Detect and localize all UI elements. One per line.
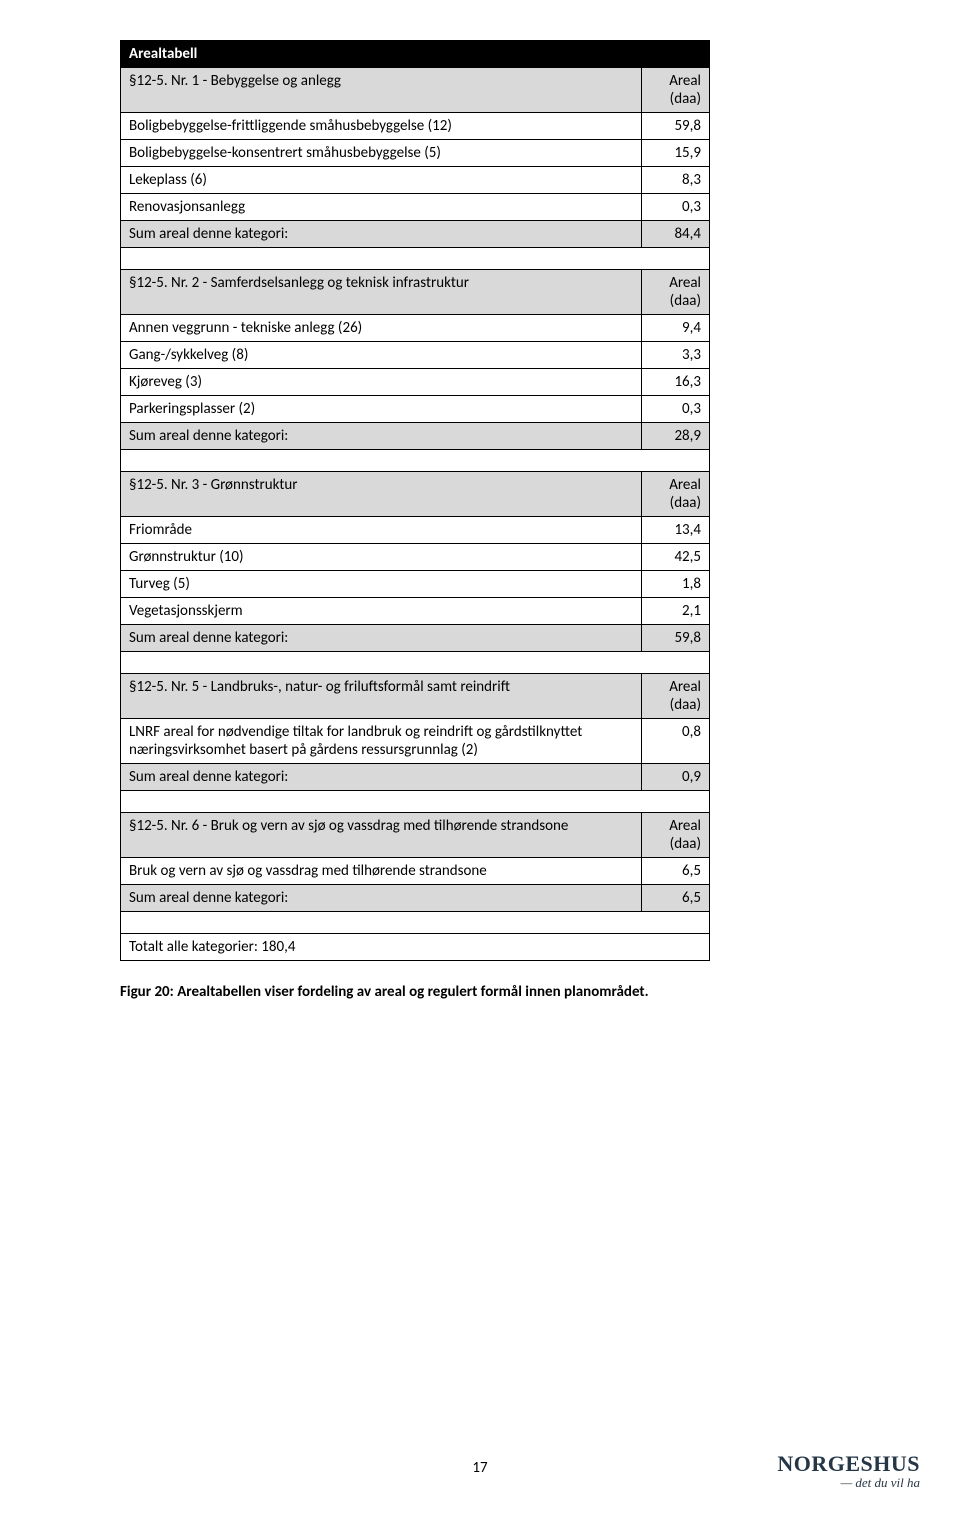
row-value: 0,3 bbox=[641, 194, 709, 221]
section-heading-row: §12-5. Nr. 3 - Grønnstruktur Areal (daa) bbox=[121, 472, 710, 517]
areal-table: Arealtabell §12-5. Nr. 1 - Bebyggelse og… bbox=[120, 40, 710, 961]
row-value: 13,4 bbox=[641, 517, 709, 544]
sum-label: Sum areal denne kategori: bbox=[121, 423, 642, 450]
sum-value: 84,4 bbox=[641, 221, 709, 248]
table-row: Boligbebyggelse-frittliggende småhusbeby… bbox=[121, 113, 710, 140]
total-cell: Totalt alle kategorier: 180,4 bbox=[121, 934, 710, 961]
section-heading-row: §12-5. Nr. 6 - Bruk og vern av sjø og va… bbox=[121, 813, 710, 858]
row-value: 9,4 bbox=[641, 315, 709, 342]
row-value: 42,5 bbox=[641, 544, 709, 571]
table-row: Vegetasjonsskjerm2,1 bbox=[121, 598, 710, 625]
row-label: Friområde bbox=[121, 517, 642, 544]
section-col: Areal (daa) bbox=[641, 68, 709, 113]
section-heading: §12-5. Nr. 1 - Bebyggelse og anlegg bbox=[121, 68, 642, 113]
row-value: 6,5 bbox=[641, 858, 709, 885]
section-heading: §12-5. Nr. 2 - Samferdselsanlegg og tekn… bbox=[121, 270, 642, 315]
section-col: Areal (daa) bbox=[641, 813, 709, 858]
table-row: Grønnstruktur (10)42,5 bbox=[121, 544, 710, 571]
row-label: Lekeplass (6) bbox=[121, 167, 642, 194]
table-row: Lekeplass (6)8,3 bbox=[121, 167, 710, 194]
sum-label: Sum areal denne kategori: bbox=[121, 625, 642, 652]
row-label: Bruk og vern av sjø og vassdrag med tilh… bbox=[121, 858, 642, 885]
section-heading-row: §12-5. Nr. 1 - Bebyggelse og anlegg Area… bbox=[121, 68, 710, 113]
row-label: Grønnstruktur (10) bbox=[121, 544, 642, 571]
spacer-row bbox=[121, 912, 710, 934]
table-row: Parkeringsplasser (2)0,3 bbox=[121, 396, 710, 423]
row-value: 8,3 bbox=[641, 167, 709, 194]
row-value: 3,3 bbox=[641, 342, 709, 369]
logo: NORGESHUS — det du vil ha bbox=[777, 1451, 920, 1491]
section-heading-row: §12-5. Nr. 2 - Samferdselsanlegg og tekn… bbox=[121, 270, 710, 315]
row-label: Vegetasjonsskjerm bbox=[121, 598, 642, 625]
row-label: Boligbebyggelse-frittliggende småhusbeby… bbox=[121, 113, 642, 140]
spacer-row bbox=[121, 791, 710, 813]
logo-tagline: — det du vil ha bbox=[777, 1475, 920, 1491]
section-col: Areal (daa) bbox=[641, 472, 709, 517]
table-row: Gang-/sykkelveg (8)3,3 bbox=[121, 342, 710, 369]
row-label: Boligbebyggelse-konsentrert småhusbebygg… bbox=[121, 140, 642, 167]
spacer-row bbox=[121, 652, 710, 674]
sum-row: Sum areal denne kategori:28,9 bbox=[121, 423, 710, 450]
section-col: Areal (daa) bbox=[641, 674, 709, 719]
table-row: Renovasjonsanlegg0,3 bbox=[121, 194, 710, 221]
sum-label: Sum areal denne kategori: bbox=[121, 221, 642, 248]
table-title: Arealtabell bbox=[121, 41, 710, 68]
table-row: Boligbebyggelse-konsentrert småhusbebygg… bbox=[121, 140, 710, 167]
section-heading: §12-5. Nr. 5 - Landbruks-, natur- og fri… bbox=[121, 674, 642, 719]
logo-brand: NORGESHUS bbox=[777, 1451, 920, 1477]
table-row: Turveg (5)1,8 bbox=[121, 571, 710, 598]
row-value: 15,9 bbox=[641, 140, 709, 167]
sum-value: 59,8 bbox=[641, 625, 709, 652]
table-row: Annen veggrunn - tekniske anlegg (26)9,4 bbox=[121, 315, 710, 342]
sum-row: Sum areal denne kategori:84,4 bbox=[121, 221, 710, 248]
table-row: Kjøreveg (3)16,3 bbox=[121, 369, 710, 396]
row-label: LNRF areal for nødvendige tiltak for lan… bbox=[121, 719, 642, 764]
table-row: LNRF areal for nødvendige tiltak for lan… bbox=[121, 719, 710, 764]
document-page: Arealtabell §12-5. Nr. 1 - Bebyggelse og… bbox=[0, 0, 960, 1513]
row-label: Turveg (5) bbox=[121, 571, 642, 598]
sum-label: Sum areal denne kategori: bbox=[121, 764, 642, 791]
row-value: 1,8 bbox=[641, 571, 709, 598]
spacer-row bbox=[121, 248, 710, 270]
table-row: Bruk og vern av sjø og vassdrag med tilh… bbox=[121, 858, 710, 885]
table-row: Friområde13,4 bbox=[121, 517, 710, 544]
section-heading: §12-5. Nr. 6 - Bruk og vern av sjø og va… bbox=[121, 813, 642, 858]
sum-value: 28,9 bbox=[641, 423, 709, 450]
row-label: Kjøreveg (3) bbox=[121, 369, 642, 396]
sum-label: Sum areal denne kategori: bbox=[121, 885, 642, 912]
row-label: Renovasjonsanlegg bbox=[121, 194, 642, 221]
table-title-row: Arealtabell bbox=[121, 41, 710, 68]
row-value: 0,8 bbox=[641, 719, 709, 764]
section-col: Areal (daa) bbox=[641, 270, 709, 315]
row-label: Annen veggrunn - tekniske anlegg (26) bbox=[121, 315, 642, 342]
row-label: Parkeringsplasser (2) bbox=[121, 396, 642, 423]
row-label: Gang-/sykkelveg (8) bbox=[121, 342, 642, 369]
row-value: 16,3 bbox=[641, 369, 709, 396]
spacer-row bbox=[121, 450, 710, 472]
section-heading: §12-5. Nr. 3 - Grønnstruktur bbox=[121, 472, 642, 517]
row-value: 59,8 bbox=[641, 113, 709, 140]
total-row: Totalt alle kategorier: 180,4 bbox=[121, 934, 710, 961]
sum-row: Sum areal denne kategori:6,5 bbox=[121, 885, 710, 912]
sum-value: 0,9 bbox=[641, 764, 709, 791]
row-value: 0,3 bbox=[641, 396, 709, 423]
sum-value: 6,5 bbox=[641, 885, 709, 912]
figure-caption: Figur 20: Arealtabellen viser fordeling … bbox=[120, 983, 840, 1001]
sum-row: Sum areal denne kategori:59,8 bbox=[121, 625, 710, 652]
section-heading-row: §12-5. Nr. 5 - Landbruks-, natur- og fri… bbox=[121, 674, 710, 719]
sum-row: Sum areal denne kategori:0,9 bbox=[121, 764, 710, 791]
row-value: 2,1 bbox=[641, 598, 709, 625]
